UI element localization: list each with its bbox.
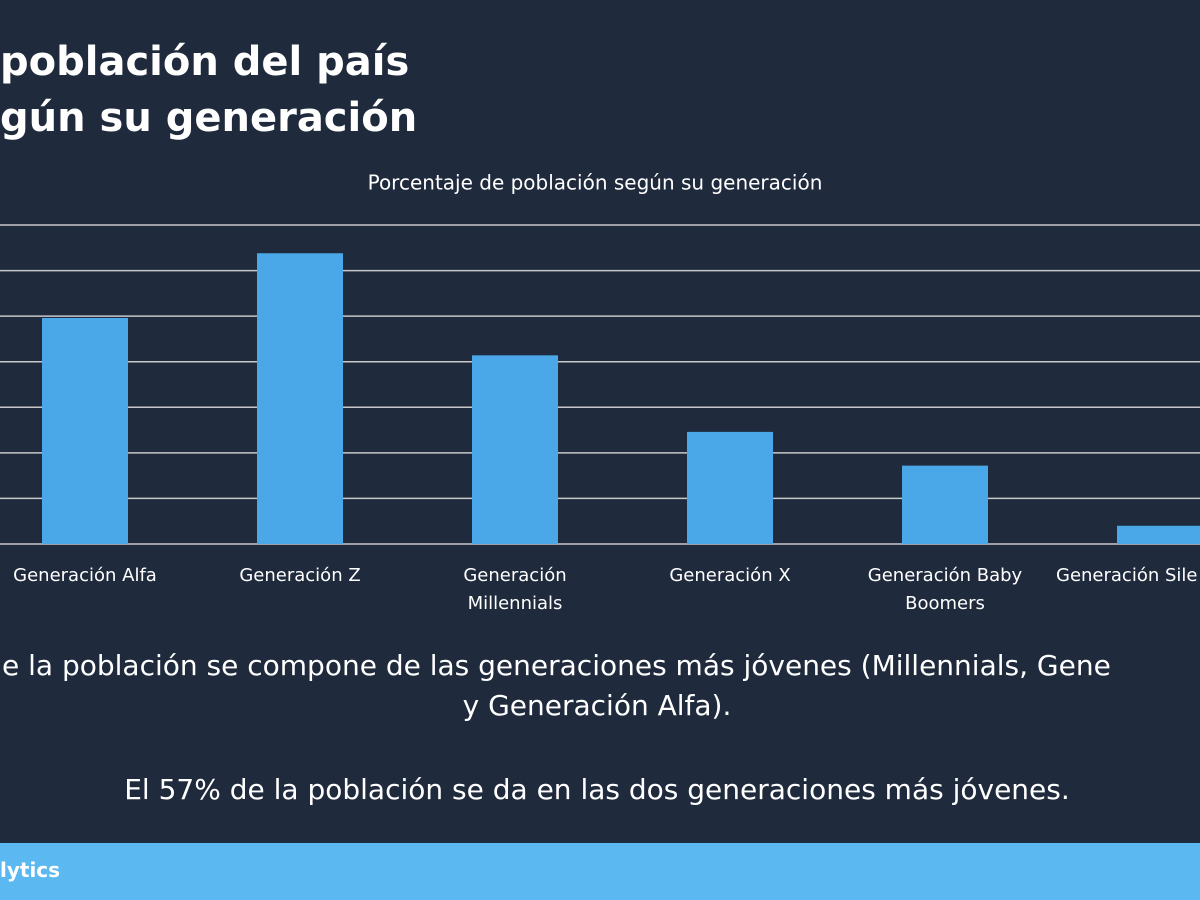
- x-tick-label: Generación Z: [239, 565, 361, 586]
- chart: Porcentaje de población según su generac…: [0, 171, 1200, 545]
- bar: [472, 355, 558, 544]
- note: e la población se compone de las generac…: [2, 649, 1111, 682]
- footer-text: lytics: [0, 858, 61, 882]
- title-line: población del país: [0, 39, 410, 85]
- x-tick-label: Generación X: [669, 565, 791, 586]
- x-tick-label: Generación Baby Boomers: [867, 565, 1023, 614]
- chart-title: Porcentaje de población según su generac…: [368, 171, 823, 195]
- x-tick-label: Generación Millennials: [463, 565, 567, 614]
- bar: [257, 253, 343, 545]
- bar: [1117, 525, 1200, 544]
- note: y Generación Alfa).: [462, 689, 732, 722]
- x-tick-label: Generación Sile: [1056, 565, 1198, 586]
- note: El 57% de la población se da en las dos …: [124, 773, 1070, 806]
- bar: [42, 317, 128, 544]
- bar: [902, 465, 988, 544]
- x-tick-label: Generación Alfa: [13, 565, 157, 586]
- footer-bar: lytics: [0, 843, 1200, 900]
- bar: [687, 431, 773, 544]
- title-line: gún su generación: [0, 95, 418, 141]
